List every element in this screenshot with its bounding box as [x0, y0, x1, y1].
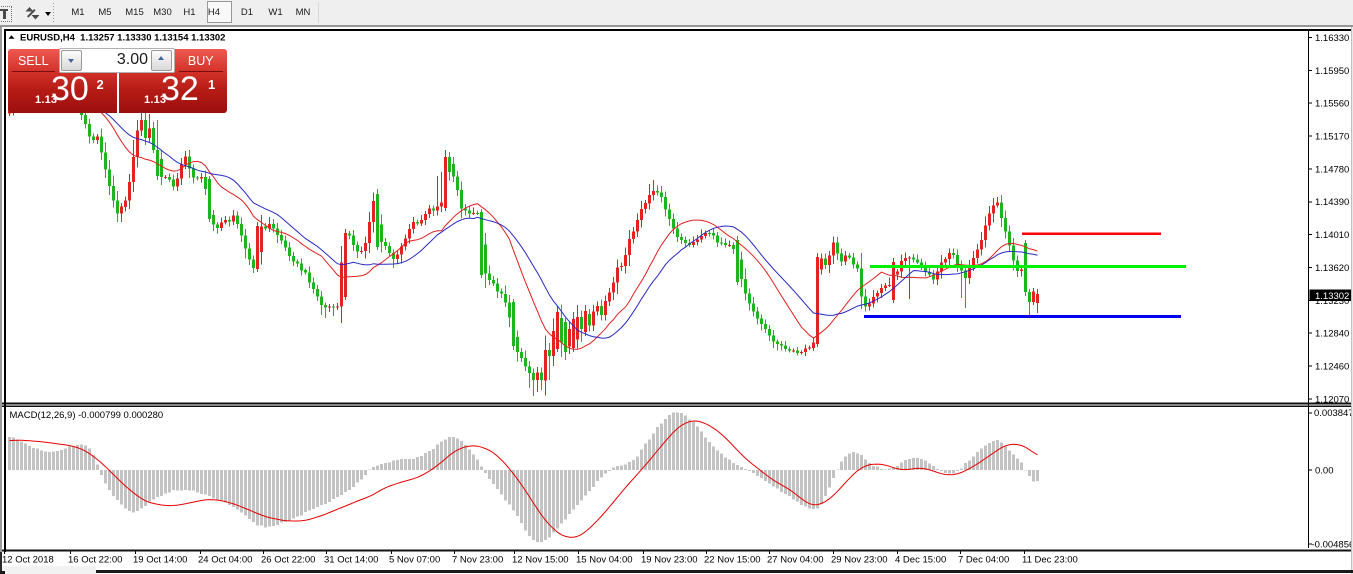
- svg-text:0.003847: 0.003847: [1314, 408, 1353, 419]
- svg-text:-0.004856: -0.004856: [1312, 540, 1353, 551]
- svg-text:1.15560: 1.15560: [1315, 99, 1349, 110]
- svg-text:26 Oct 22:00: 26 Oct 22:00: [261, 555, 315, 566]
- svg-text:22 Nov 15:00: 22 Nov 15:00: [704, 555, 761, 566]
- svg-text:EURUSD,H4 1.13257 1.13330 1.1: EURUSD,H4 1.13257 1.13330 1.13154 1.1330…: [20, 33, 225, 44]
- svg-text:1.14010: 1.14010: [1315, 230, 1349, 241]
- svg-text:1.14390: 1.14390: [1315, 197, 1349, 208]
- svg-text:15 Nov 04:00: 15 Nov 04:00: [576, 555, 633, 566]
- svg-text:1.12070: 1.12070: [1315, 394, 1349, 405]
- svg-text:5 Nov 07:00: 5 Nov 07:00: [389, 555, 440, 566]
- svg-text:31 Oct 14:00: 31 Oct 14:00: [324, 555, 378, 566]
- svg-text:12 Nov 15:00: 12 Nov 15:00: [512, 555, 569, 566]
- svg-text:29 Nov 23:00: 29 Nov 23:00: [831, 555, 888, 566]
- svg-text:4 Dec 15:00: 4 Dec 15:00: [895, 555, 946, 566]
- svg-text:12 Oct 2018: 12 Oct 2018: [2, 555, 54, 566]
- svg-text:0.00: 0.00: [1315, 465, 1334, 476]
- svg-text:19 Nov 23:00: 19 Nov 23:00: [641, 555, 698, 566]
- svg-text:1.13230: 1.13230: [1315, 296, 1349, 307]
- svg-text:1.12460: 1.12460: [1315, 362, 1349, 373]
- svg-text:16 Oct 22:00: 16 Oct 22:00: [68, 555, 122, 566]
- svg-text:7 Dec 04:00: 7 Dec 04:00: [958, 555, 1009, 566]
- svg-text:1.13620: 1.13620: [1315, 263, 1349, 274]
- svg-text:19 Oct 14:00: 19 Oct 14:00: [133, 555, 187, 566]
- svg-text:1.16330: 1.16330: [1315, 33, 1349, 44]
- svg-text:7 Nov 23:00: 7 Nov 23:00: [452, 555, 503, 566]
- svg-text:MACD(12,26,9) -0.000799 0.0002: MACD(12,26,9) -0.000799 0.000280: [10, 410, 164, 421]
- svg-text:1.15950: 1.15950: [1315, 66, 1349, 77]
- svg-text:24 Oct 04:00: 24 Oct 04:00: [198, 555, 252, 566]
- svg-text:1.12840: 1.12840: [1315, 329, 1349, 340]
- svg-text:1.15170: 1.15170: [1315, 132, 1349, 143]
- svg-text:1.13302: 1.13302: [1315, 291, 1349, 302]
- svg-text:27 Nov 04:00: 27 Nov 04:00: [767, 555, 824, 566]
- svg-text:1.14780: 1.14780: [1315, 164, 1349, 175]
- svg-text:11 Dec 23:00: 11 Dec 23:00: [1022, 555, 1078, 566]
